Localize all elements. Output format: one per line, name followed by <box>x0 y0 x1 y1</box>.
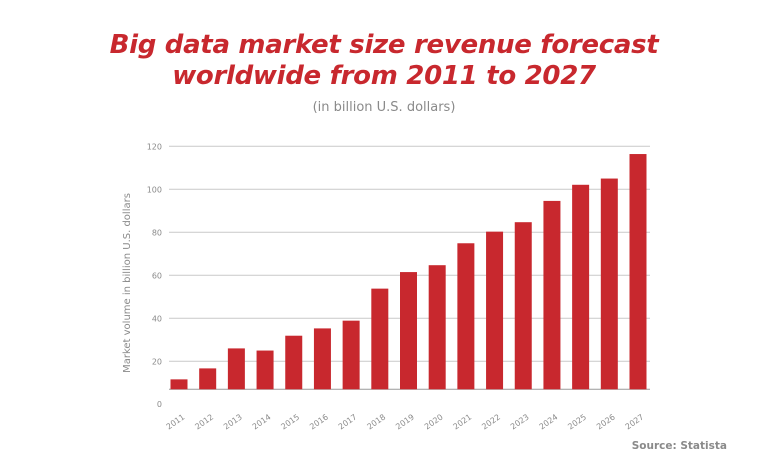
y-tick-label: 80 <box>152 228 162 237</box>
x-tick-label: 2021 <box>452 412 474 431</box>
x-tick-label: 2015 <box>279 412 301 431</box>
bar-2017 <box>342 320 360 390</box>
bar-2015 <box>285 335 303 390</box>
bar-2013 <box>227 348 245 390</box>
x-tick-label: 2012 <box>193 412 215 431</box>
y-axis-label: Market volume in billion U.S. dollars <box>122 193 133 373</box>
bar-2027 <box>629 154 647 390</box>
y-tick-label: 120 <box>147 142 162 151</box>
x-tick-label: 2017 <box>337 412 359 431</box>
bar-2026 <box>600 178 618 390</box>
bar-2019 <box>400 272 417 390</box>
x-tick-label: 2014 <box>251 412 273 431</box>
bar-2023 <box>514 222 532 390</box>
chart-subtitle: (in billion U.S. dollars) <box>312 100 456 115</box>
x-tick-label: 2026 <box>595 412 617 431</box>
bar-2018 <box>371 288 389 390</box>
bar-2020 <box>428 265 446 390</box>
bar-2012 <box>199 368 217 390</box>
bar-2025 <box>572 184 590 390</box>
y-tick-label: 20 <box>152 357 162 366</box>
x-tick-label: 2018 <box>365 412 387 431</box>
x-tick-label: 2023 <box>509 412 531 431</box>
x-tick-label: 2016 <box>308 412 330 431</box>
bar-2016 <box>313 328 331 390</box>
x-tick-label: 2024 <box>538 412 560 431</box>
y-tick-label: 40 <box>152 314 162 323</box>
x-tick-label: 2022 <box>480 412 502 431</box>
bar-2014 <box>256 350 274 390</box>
x-tick-label: 2019 <box>394 412 416 431</box>
source-note: Source: Statista <box>631 440 727 452</box>
chart-title-line1: Big data market size revenue forecast <box>109 30 659 60</box>
x-tick-label: 2011 <box>165 412 187 431</box>
y-tick-label: 0 <box>157 400 162 409</box>
bar-2021 <box>457 243 475 390</box>
y-tick-label: 60 <box>152 271 162 280</box>
bar-2011 <box>170 379 188 390</box>
x-tick-label: 2020 <box>423 412 445 431</box>
bar-2024 <box>543 200 561 390</box>
y-tick-label: 100 <box>147 185 162 194</box>
chart-title-line2: worldwide from 2011 to 2027 <box>172 61 596 91</box>
x-tick-label: 2013 <box>222 412 244 431</box>
bar-2022 <box>486 231 504 390</box>
x-tick-label: 2025 <box>566 412 588 431</box>
x-tick-label: 2027 <box>624 412 646 431</box>
